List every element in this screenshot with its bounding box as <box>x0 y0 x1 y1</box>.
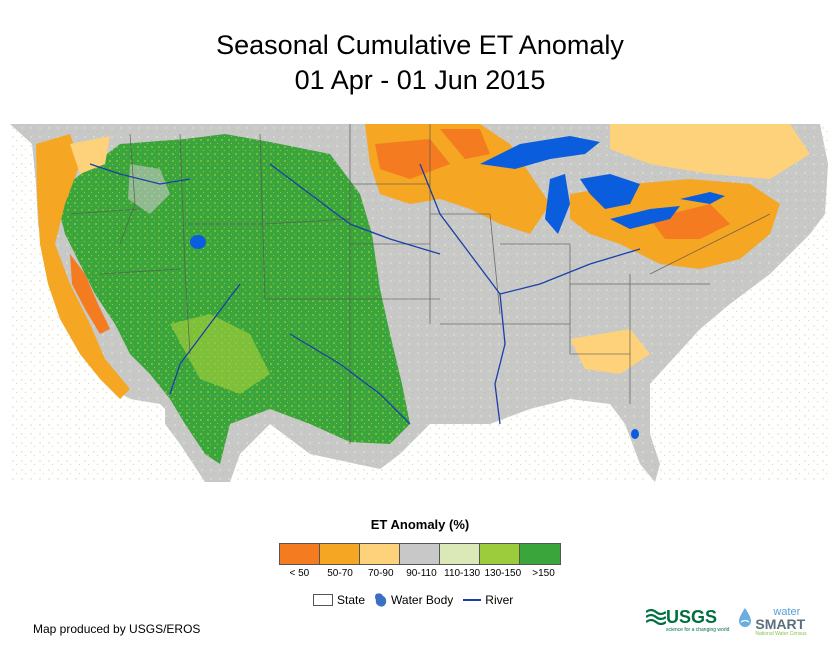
legend-swatch <box>280 544 320 564</box>
legend-class-label: 90-110 <box>406 568 437 579</box>
water-drop-icon <box>739 608 752 627</box>
legend-class-label: 130-150 <box>484 568 522 579</box>
legend-color-bar <box>279 543 561 565</box>
usgs-tagline: science for a changing world <box>666 627 730 633</box>
legend-swatch <box>320 544 360 564</box>
map-credit: Map produced by USGS/EROS <box>33 622 201 636</box>
legend-class-label: >150 <box>532 568 555 579</box>
great-salt-lake <box>190 235 206 249</box>
state-boundaries <box>69 124 771 444</box>
legend-class-label: 50-70 <box>327 568 353 579</box>
legend-swatch <box>520 544 560 564</box>
water-body-icon <box>375 593 387 607</box>
great-lakes <box>480 136 725 234</box>
water-wordmark: water <box>773 606 801 618</box>
usgs-logo: USGS science for a changing world <box>646 607 729 633</box>
legend-swatch <box>360 544 400 564</box>
state-label: State <box>337 593 366 607</box>
legend-class-label: 110-130 <box>444 568 481 579</box>
river-symbol <box>463 599 482 601</box>
watersmart-tagline: National Water Census <box>755 631 807 637</box>
legend-swatch <box>400 544 440 564</box>
watersmart-logo: water SMART National Water Census <box>737 606 807 637</box>
rivers <box>89 163 641 425</box>
logos: USGS science for a changing world water … <box>646 607 807 637</box>
legend-title: ET Anomaly (%) <box>370 517 470 532</box>
legend-swatch <box>440 544 480 564</box>
legend-labels: < 50 50-70 70-90 90-110 110-130 130-150 >150 <box>279 568 564 582</box>
usgs-wordmark: USGS <box>666 607 718 627</box>
water-body-label: Water Body <box>391 593 454 607</box>
usgs-wave-icon <box>646 608 666 625</box>
legend-swatch <box>480 544 520 564</box>
et-anomaly-map <box>10 124 830 482</box>
symbol-legend: State Water Body River <box>313 592 513 608</box>
lake-okeechobee <box>631 429 639 439</box>
smart-wordmark: SMART <box>755 616 806 632</box>
legend-class-label: 70-90 <box>367 568 394 579</box>
pacific-low-et <box>36 134 130 399</box>
state-symbol <box>313 594 333 606</box>
map-title: Seasonal Cumulative ET Anomaly <box>216 30 624 60</box>
legend-class-label: < 50 <box>289 568 310 579</box>
map-date-range: 01 Apr - 01 Jun 2015 <box>294 65 546 95</box>
river-label: River <box>485 593 514 607</box>
